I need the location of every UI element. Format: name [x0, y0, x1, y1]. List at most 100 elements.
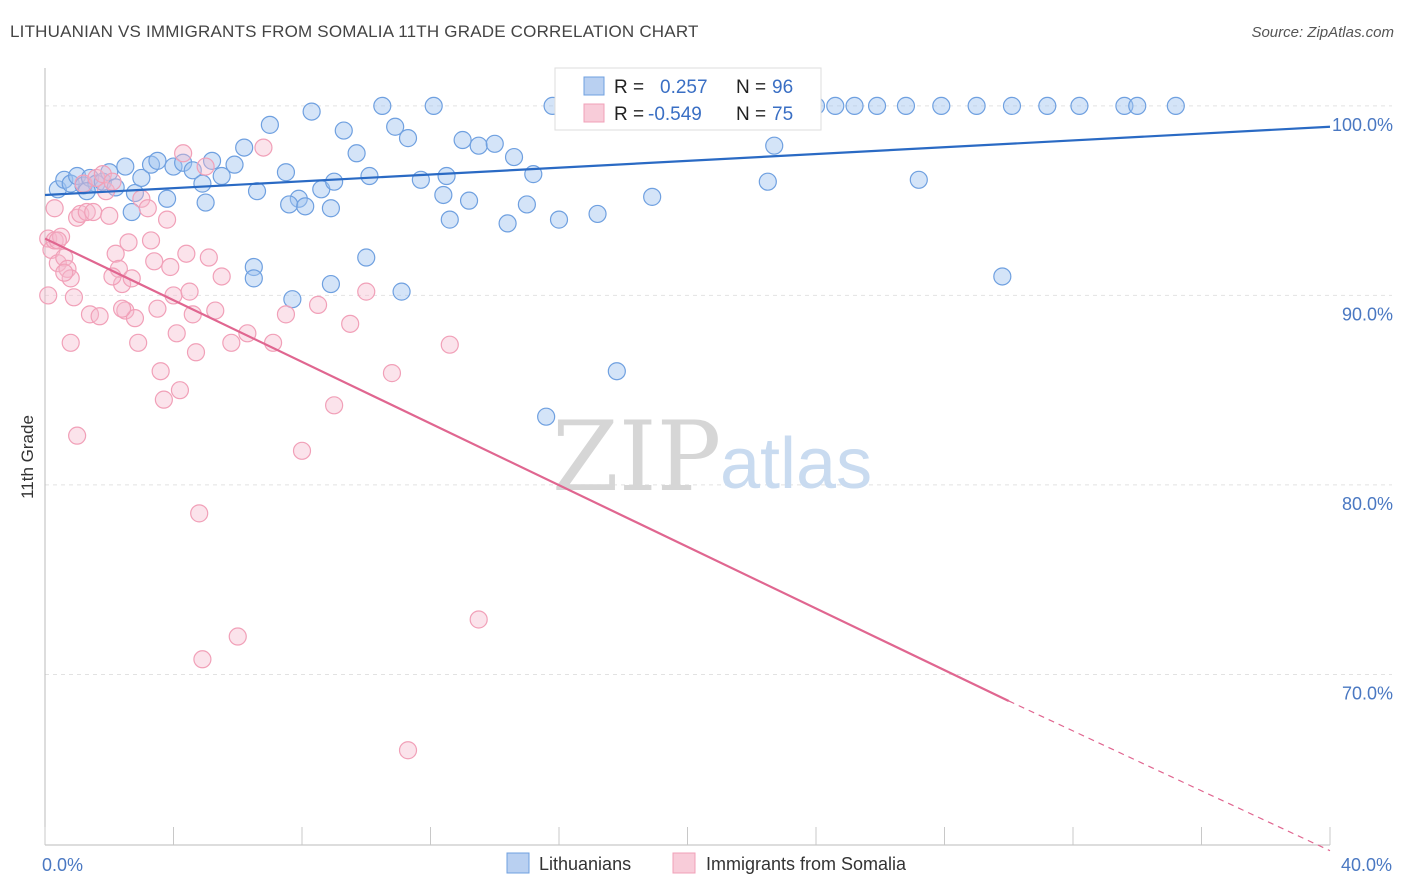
lithuanians-point-84 — [517, 195, 536, 214]
lithuanians-point-17 — [174, 153, 193, 172]
somalia-point-62 — [398, 741, 418, 760]
somalia-point-19 — [106, 244, 125, 263]
somalia-point-29 — [141, 231, 161, 250]
legend-swatch-somalia — [583, 103, 605, 123]
lithuanians-point-81 — [440, 210, 459, 229]
somalia-point-60 — [357, 282, 376, 301]
somalia-point-17 — [100, 206, 119, 225]
y-tick-label-3: 70.0% — [1342, 683, 1393, 703]
lithuanians-point-31 — [334, 121, 353, 140]
somalia-point-72 — [90, 307, 109, 326]
y-tick-label-2: 80.0% — [1342, 494, 1393, 514]
lithuanians-point-40 — [453, 130, 472, 150]
somalia-point-57 — [308, 295, 328, 314]
series-lithuanians-points — [48, 96, 1185, 426]
bottom-legend-label-lithuanians: Lithuanians — [539, 854, 631, 874]
bottom-legend-swatch-lithuanians — [506, 852, 530, 874]
somalia-point-58 — [325, 396, 344, 415]
lithuanians-point-25 — [260, 115, 279, 134]
legend-n-label-2: N = — [736, 104, 766, 125]
y-tick-labels: 100.0% 90.0% 80.0% 70.0% — [1332, 115, 1393, 704]
lithuanians-point-61 — [867, 96, 887, 116]
lithuanians-point-67 — [1070, 96, 1089, 116]
chart-source: Source: ZipAtlas.com — [1251, 24, 1394, 41]
lithuanians-point-95 — [993, 267, 1012, 286]
somalia-point-50 — [222, 333, 241, 352]
chart-title: LITHUANIAN VS IMMIGRANTS FROM SOMALIA 11… — [10, 22, 699, 41]
somalia-point-43 — [186, 343, 206, 362]
lithuanians-point-73 — [196, 193, 215, 212]
lithuanians-point-75 — [280, 195, 299, 214]
somalia-point-49 — [212, 267, 231, 286]
lithuanians-point-38 — [424, 96, 443, 116]
somalia-point-74 — [112, 299, 132, 318]
lithuanians-point-90 — [244, 269, 263, 288]
somalia-point-26 — [129, 333, 148, 352]
lithuanians-point-19 — [193, 174, 212, 193]
somalia-point-15 — [93, 165, 112, 184]
somalia-point-38 — [170, 381, 190, 400]
lithuanians-point-62 — [896, 96, 916, 116]
lithuanians-point-14 — [148, 151, 167, 170]
lithuanians-point-22 — [225, 155, 244, 174]
somalia-point-30 — [145, 252, 164, 271]
lithuanians-point-86 — [588, 204, 607, 224]
lithuanians-point-43 — [504, 147, 524, 167]
lithuanians-point-35 — [386, 117, 405, 136]
somalia-point-56 — [292, 441, 312, 460]
legend-n-value-1: 96 — [772, 77, 793, 98]
lithuanians-point-28 — [302, 102, 321, 121]
lithuanians-point-56 — [765, 136, 784, 155]
legend-swatch-lithuanians — [583, 76, 605, 96]
somalia-point-45 — [193, 650, 212, 669]
legend-r-value-1: 0.257 — [660, 77, 708, 98]
y-tick-label-1: 90.0% — [1342, 304, 1393, 324]
somalia-point-65 — [39, 286, 58, 305]
somalia-point-47 — [199, 248, 218, 267]
somalia-point-44 — [190, 504, 209, 523]
lithuanians-point-77 — [321, 199, 341, 218]
somalia-point-23 — [119, 233, 138, 252]
watermark-atlas: atlas — [720, 424, 872, 504]
somalia-point-8 — [64, 288, 84, 307]
lithuanians-point-42 — [485, 134, 504, 153]
y-axis-title: 11th Grade — [18, 415, 37, 499]
lithuanians-point-76 — [296, 197, 315, 216]
lithuanians-point-41 — [469, 136, 488, 155]
somalia-point-28 — [138, 199, 157, 218]
trend-line-somalia — [44, 237, 1010, 702]
lithuanians-point-89 — [909, 170, 928, 189]
lithuanians-point-82 — [459, 191, 479, 210]
lithuanians-point-34 — [373, 96, 392, 116]
somalia-point-66 — [45, 199, 64, 218]
somalia-point-31 — [148, 299, 167, 318]
lithuanians-point-59 — [826, 96, 845, 116]
lithuanians-point-92 — [321, 274, 341, 294]
lithuanians-point-93 — [607, 362, 626, 381]
somalia-point-68 — [55, 263, 74, 282]
legend-r-label-1: R = — [614, 77, 644, 98]
lithuanians-point-27 — [289, 189, 308, 208]
lithuanians-point-16 — [164, 157, 183, 176]
lithuanians-point-26 — [276, 163, 296, 182]
lithuanians-point-33 — [360, 166, 379, 186]
lithuanians-point-79 — [392, 282, 411, 301]
somalia-point-18 — [103, 172, 122, 191]
somalia-point-46 — [196, 157, 215, 176]
lithuanians-point-88 — [758, 172, 777, 191]
lithuanians-point-23 — [235, 138, 254, 157]
somalia-point-53 — [254, 138, 273, 157]
lithuanians-point-24 — [247, 182, 267, 201]
somalia-point-64 — [469, 610, 488, 629]
lithuanians-point-91 — [283, 290, 302, 309]
somalia-point-55 — [276, 305, 296, 324]
lithuanians-point-83 — [498, 214, 517, 233]
legend-r-label-2: R = — [614, 104, 644, 125]
lithuanians-point-87 — [643, 187, 662, 206]
somalia-point-12 — [77, 202, 96, 222]
somalia-point-41 — [180, 282, 199, 301]
somalia-point-70 — [68, 426, 87, 445]
lithuanians-point-30 — [325, 172, 344, 191]
legend-n-label-1: N = — [736, 77, 766, 98]
trend-lines — [44, 125, 1331, 852]
